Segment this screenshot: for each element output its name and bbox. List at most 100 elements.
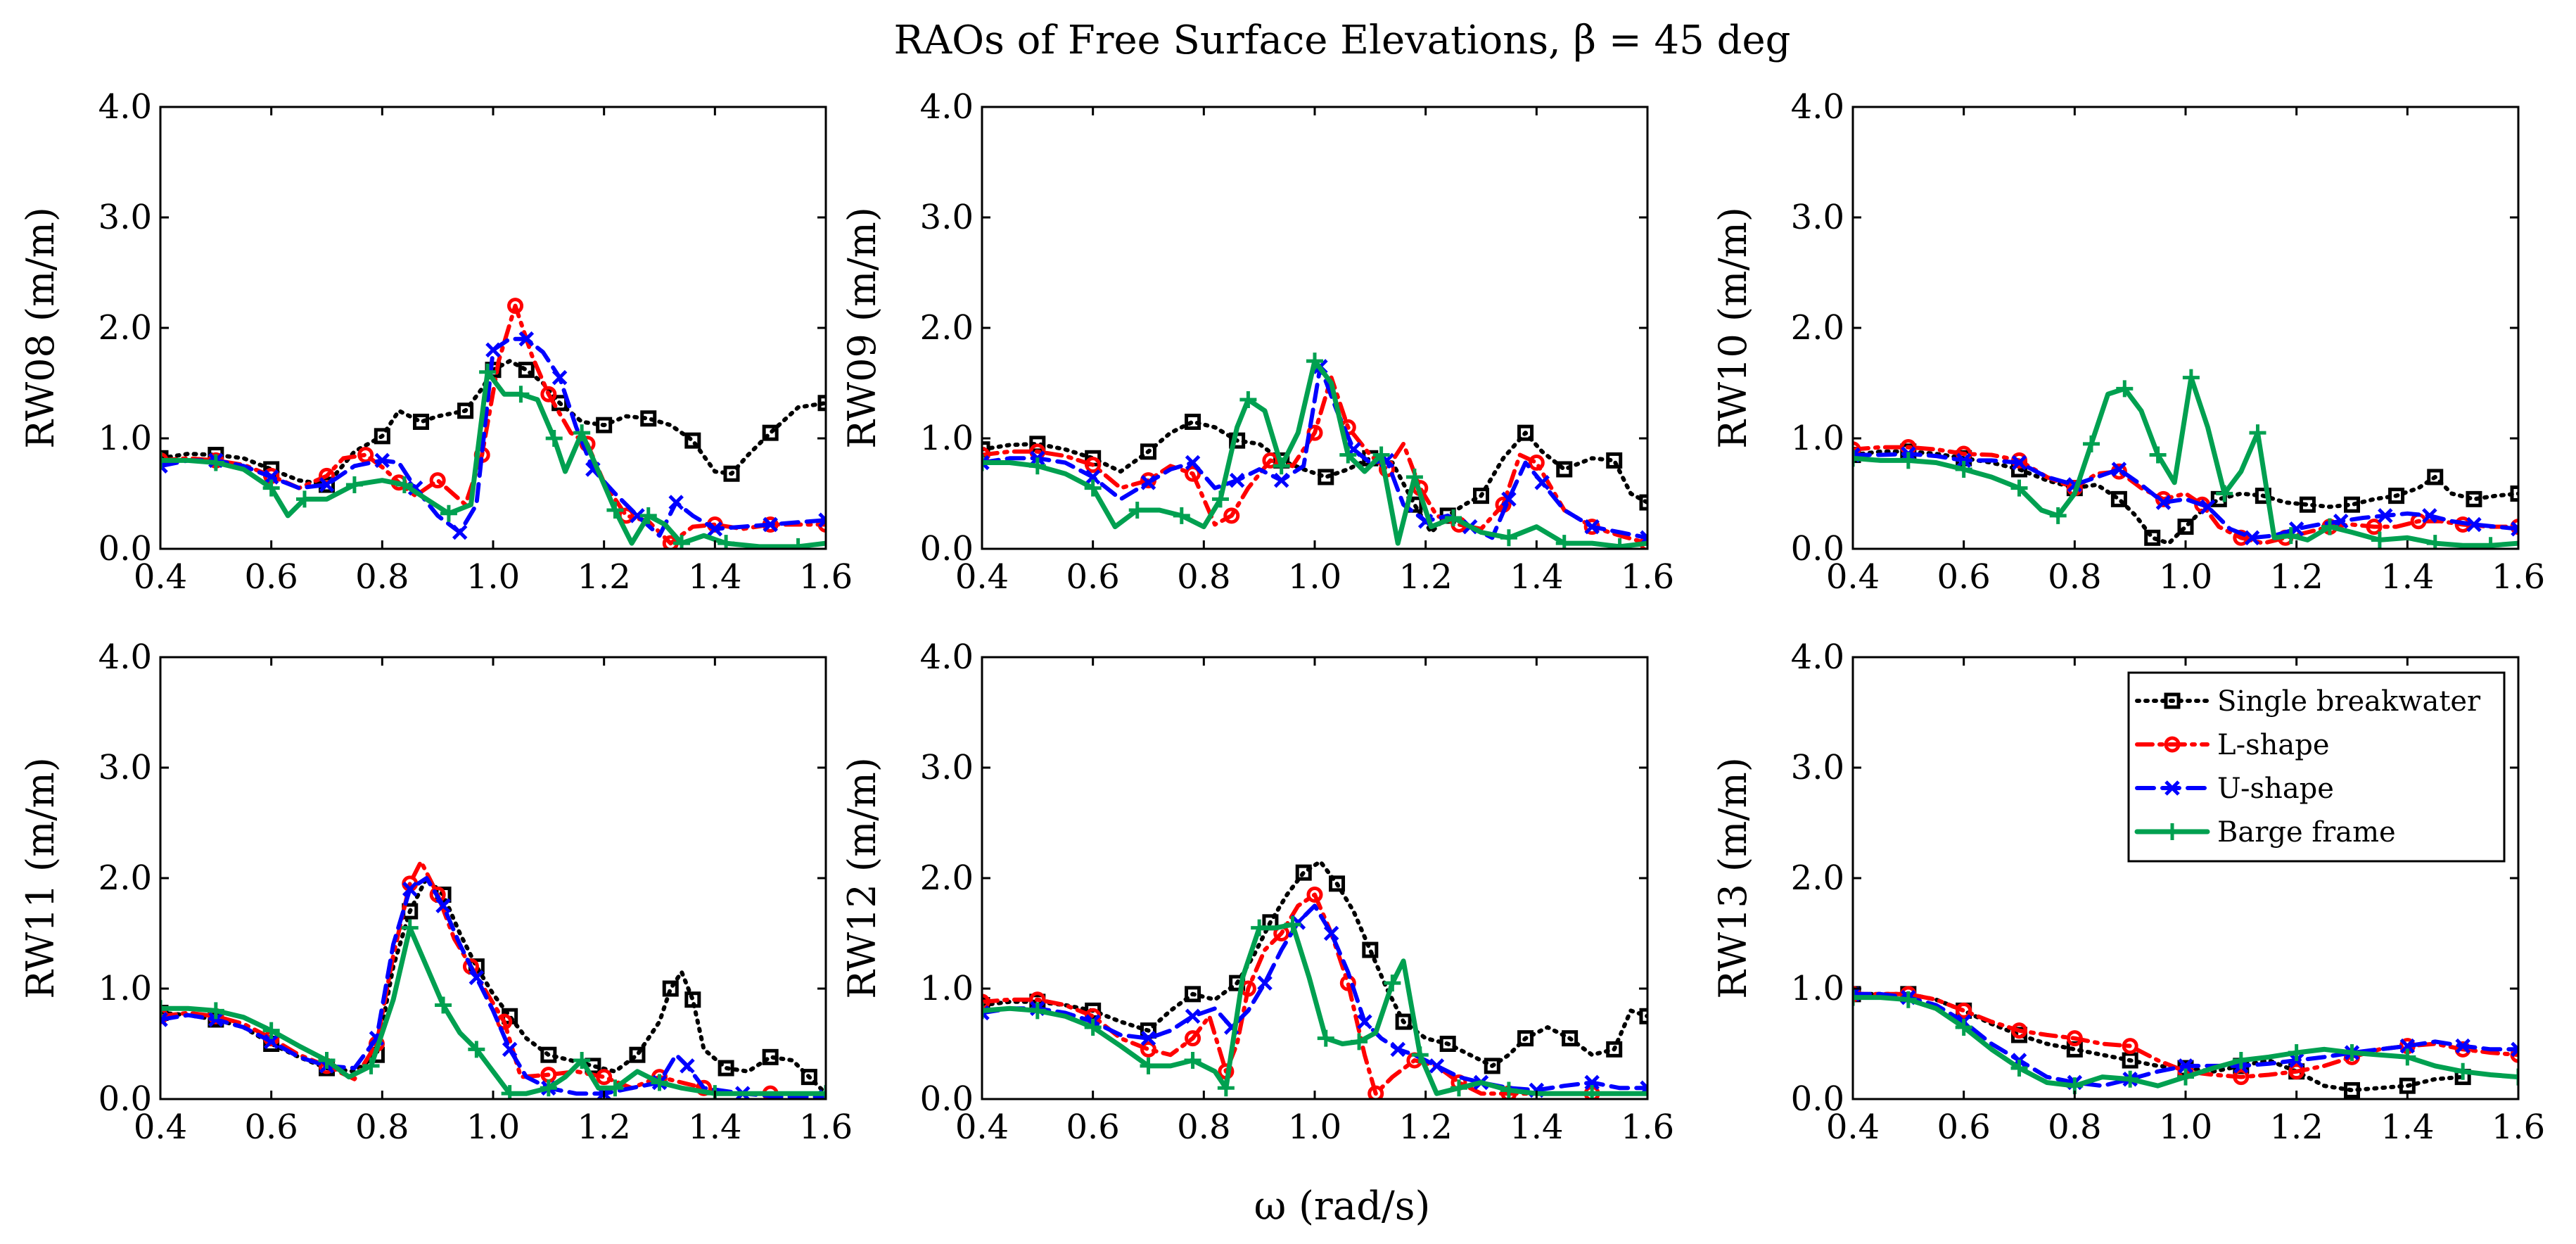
data-point [639,507,657,524]
y-tick-label: 3.0 [1791,198,1844,237]
data-point [2371,531,2388,549]
data-point [207,1002,224,1020]
data-point [1639,1008,1647,1024]
data-point [2155,495,2172,510]
x-axis-label: ω (rad/s) [1254,1183,1431,1229]
y-tick-label: 1.0 [920,969,974,1008]
x-tick-label: 1.2 [2269,557,2323,597]
data-point [2182,369,2200,386]
data-point [982,441,990,458]
data-point [723,465,740,482]
y-tick-label: 4.0 [98,637,152,677]
data-point [1899,991,1917,1008]
x-tick-label: 1.6 [799,557,853,597]
data-point [680,1058,695,1074]
series-line [1853,452,2518,540]
data-point [1140,1057,1157,1074]
y-axis-label: RW12 (m/m) [840,757,884,999]
data-point [2010,479,2028,497]
figure-title: RAOs of Free Surface Elevations, β = 45 … [894,18,1791,63]
x-tick-label: 1.0 [1288,1107,1341,1147]
data-point [1140,475,1156,490]
x-tick-label: 1.4 [2380,557,2434,597]
data-point [1028,457,1046,475]
x-tick-label: 1.6 [799,1107,853,1147]
series-plus-4 [982,353,1647,549]
data-point [1140,1041,1156,1058]
y-tick-label: 3.0 [98,748,152,787]
data-point [2177,1068,2194,1086]
axes-frame [1851,106,2520,550]
data-point [2149,446,2167,464]
data-point [2399,1048,2416,1066]
data-point [1239,391,1257,409]
subplot-6: 0.4 0.6 0.8 1.0 1.2 1.4 1.6 0.0 1.0 2.0 3.0 4.0 RW13… [1711,637,2545,1147]
data-point [1955,460,1972,478]
data-point [2233,1069,2250,1086]
data-point [1084,1018,1102,1036]
series-circle-2 [160,298,826,549]
series-line [982,375,1647,546]
data-point [1323,925,1339,941]
legend-item-circle: L-shape [2135,729,2330,761]
x-tick-label: 1.0 [2159,1107,2212,1147]
data-point [1484,1058,1500,1074]
legend-item-plus: Barge frame [2134,816,2396,849]
x-tick-label: 1.2 [1398,557,1452,597]
data-point [479,363,497,381]
data-point [2427,469,2444,485]
data-point [818,512,826,528]
y-tick-label: 3.0 [920,198,974,237]
series-line [160,876,826,1099]
data-point [413,413,430,430]
data-point [1405,468,1423,485]
data-point [402,881,418,897]
data-point [1351,1033,1368,1051]
data-point [518,362,535,379]
y-tick-label: 2.0 [98,858,152,898]
data-point [2321,518,2338,535]
data-point [2110,490,2127,507]
series-line [160,303,826,546]
series-x-3 [1853,446,2518,546]
data-point [1084,479,1102,497]
data-point [1429,1058,1445,1074]
data-point [763,516,778,533]
series-square-1 [160,876,826,1096]
y-tick-label: 0.0 [98,1079,152,1119]
data-point [501,1085,518,1099]
data-point [2010,1060,2028,1077]
y-axis-label: RW08 (m/m) [18,207,63,449]
data-point [2282,527,2300,545]
data-point [673,535,691,549]
y-tick-label: 0.0 [920,1079,974,1119]
x-tick-label: 1.2 [1398,1107,1452,1147]
y-tick-label: 0.0 [920,529,974,569]
data-point [2116,380,2134,398]
data-point [662,980,679,997]
data-point [540,1046,557,1063]
data-point [718,1060,734,1077]
data-point [2388,488,2405,504]
data-point [684,991,701,1008]
y-tick-label: 2.0 [98,308,152,348]
data-point [1611,538,1628,549]
data-point [2511,1041,2518,1058]
data-point [468,1041,485,1058]
series-line [982,859,1647,1068]
x-tick-label: 0.4 [1826,1107,1880,1147]
y-tick-label: 4.0 [1791,637,1844,677]
data-point [696,1079,713,1096]
y-tick-label: 1.0 [1791,969,1844,1008]
x-tick-label: 0.6 [244,557,298,597]
series-plus-4 [1853,989,2518,1095]
data-point [2378,508,2393,523]
data-point [1395,1013,1412,1030]
y-tick-label: 4.0 [920,87,974,127]
data-point [1273,457,1290,475]
data-point [1445,509,1462,527]
x-tick-label: 1.4 [688,557,741,597]
x-tick-label: 1.2 [2269,1107,2323,1147]
series-square-1 [982,413,1647,535]
data-point [160,452,169,469]
